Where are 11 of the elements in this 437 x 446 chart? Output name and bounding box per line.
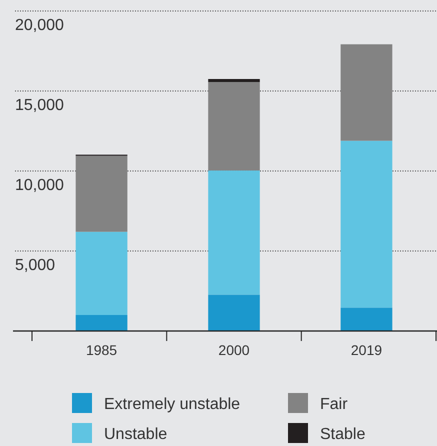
y-tick-label: 10,000 [15, 177, 64, 194]
x-tick-label: 2019 [350, 342, 382, 358]
x-tick-label: 2000 [218, 342, 250, 358]
legend-label: Fair [320, 396, 348, 413]
legend-label: Extremely unstable [104, 396, 240, 413]
y-tick-label: 15,000 [15, 97, 64, 114]
y-tick-label: 5,000 [15, 257, 56, 274]
legend-label: Stable [320, 426, 366, 443]
x-tick-label: 1985 [86, 342, 118, 358]
y-tick-label: 20,000 [15, 17, 64, 34]
legend-label: Unstable [104, 426, 168, 443]
